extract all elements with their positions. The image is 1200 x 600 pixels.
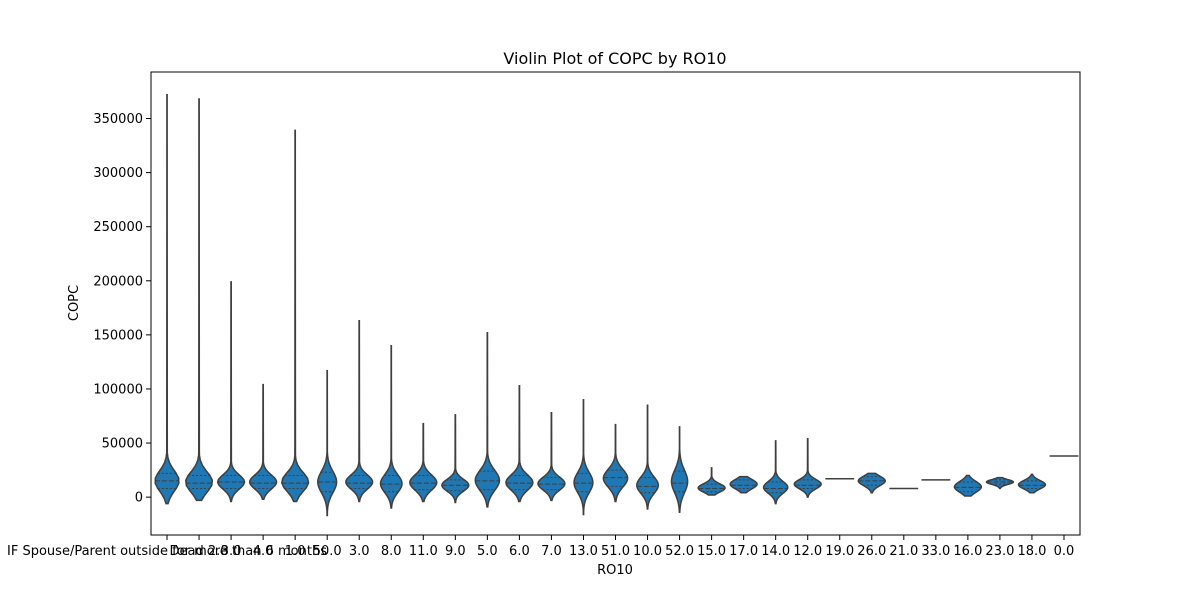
violin-body: [537, 412, 566, 502]
y-tick-label: 200000: [93, 274, 143, 289]
x-tick-label: 3.0: [349, 544, 370, 559]
violin-body: [154, 93, 180, 505]
violin-body: [280, 129, 310, 503]
violin-body: [573, 399, 594, 516]
violin-body: [345, 320, 374, 503]
chart-title: Violin Plot of COPC by RO10: [503, 49, 726, 68]
x-tick-label: 13.0: [569, 544, 598, 559]
x-axis: IF Spouse/Parent outside for more than 6…: [7, 535, 1074, 559]
plot-frame: [150, 71, 1081, 536]
violin-body: [216, 281, 246, 503]
violin: [317, 369, 338, 517]
violin-body: [441, 414, 470, 504]
x-tick-label: 6.0: [509, 544, 530, 559]
x-tick-label: 1.0: [285, 544, 306, 559]
x-tick-label: 51.0: [601, 544, 630, 559]
x-tick-label: 4.0: [253, 544, 274, 559]
violin-body: [317, 369, 338, 517]
y-tick-label: 0: [135, 491, 143, 506]
x-tick-label: 9.0: [445, 544, 466, 559]
x-tick-label: 5.0: [477, 544, 498, 559]
x-tick-label: 10.0: [633, 544, 662, 559]
violin-body: [953, 474, 983, 497]
x-tick-label: Dead 2.0: [170, 544, 229, 559]
violin: [248, 383, 278, 501]
violin: [185, 98, 214, 502]
violin: [441, 414, 470, 504]
y-tick-label: 250000: [93, 220, 143, 235]
violin: [379, 344, 403, 509]
x-tick-label: 16.0: [953, 544, 982, 559]
violin-body: [729, 475, 758, 494]
violin: [573, 399, 594, 516]
violin: [409, 422, 438, 503]
y-tick-label: 150000: [93, 328, 143, 343]
x-tick-label: 7.0: [541, 544, 562, 559]
x-tick-label: 3.0: [221, 544, 242, 559]
x-tick-label: 0.0: [1054, 544, 1075, 559]
violin: [154, 93, 180, 505]
violin-body: [379, 344, 403, 509]
y-tick-label: 300000: [93, 166, 143, 181]
violin: [216, 281, 246, 503]
violin: [505, 384, 534, 503]
x-tick-label: 23.0: [985, 544, 1014, 559]
violin: [762, 440, 789, 505]
violin-body: [697, 467, 726, 496]
violin: [345, 320, 374, 503]
violin: [729, 475, 758, 494]
y-axis: 0 50000 100000 150000 200000 250000 300000 3500…: [93, 112, 151, 506]
violin: [474, 331, 501, 508]
y-tick-label: 350000: [93, 112, 143, 127]
violin: [602, 423, 629, 503]
violin-body: [505, 384, 534, 503]
x-tick-label: IF Spouse/Parent outside for more than 6…: [7, 544, 327, 559]
violin: [953, 474, 983, 497]
violin: [280, 129, 310, 503]
violin-body: [985, 476, 1015, 490]
violin-body: [636, 404, 660, 510]
x-tick-label: 50.0: [313, 544, 342, 559]
violin-body: [602, 423, 629, 503]
x-tick-label: 14.0: [761, 544, 790, 559]
x-tick-label: 33.0: [921, 544, 950, 559]
x-tick-label: 12.0: [793, 544, 822, 559]
violin-body: [857, 472, 886, 494]
y-tick-label: 50000: [102, 437, 143, 452]
violin: [697, 467, 726, 496]
x-tick-label: 18.0: [1017, 544, 1046, 559]
violin-body: [474, 331, 501, 508]
y-tick-label: 100000: [93, 382, 143, 397]
violin: [793, 437, 822, 498]
violin-body: [1017, 473, 1047, 494]
x-tick-label: 21.0: [889, 544, 918, 559]
violin: [537, 412, 566, 502]
violin: [636, 404, 660, 510]
x-axis-label: RO10: [597, 563, 633, 578]
x-tick-label: 8.0: [381, 544, 402, 559]
x-tick-label: 52.0: [665, 544, 694, 559]
x-tick-label: 17.0: [729, 544, 758, 559]
violin-body: [762, 440, 789, 505]
violins-group: [154, 93, 1079, 517]
violin: [1017, 473, 1047, 494]
violin-body: [793, 437, 822, 498]
violin-body: [248, 383, 278, 501]
violin: [985, 476, 1015, 490]
x-tick-label: 15.0: [697, 544, 726, 559]
y-axis-label: COPC: [67, 285, 82, 321]
violin: [670, 426, 689, 514]
x-tick-label: 26.0: [857, 544, 886, 559]
x-tick-label: 19.0: [825, 544, 854, 559]
violin-body: [185, 98, 214, 502]
x-tick-label: 11.0: [409, 544, 438, 559]
violin: [857, 472, 886, 494]
